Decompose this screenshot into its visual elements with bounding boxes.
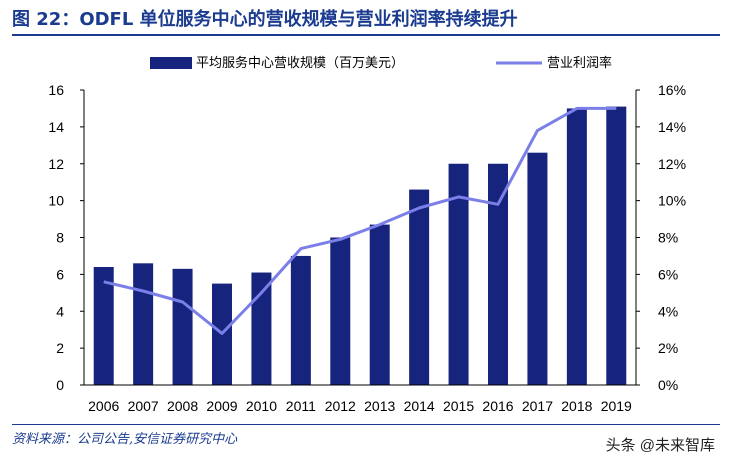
title-rule xyxy=(12,34,720,36)
legend-bar-label: 平均服务中心营收规模（百万美元） xyxy=(196,55,404,70)
left-axis: 0 2 4 6 8 10 12 14 16 xyxy=(48,82,85,393)
left-tick-label: 4 xyxy=(56,303,64,319)
source-rule xyxy=(12,424,720,425)
right-axis: 0% 2% 4% 6% 8% 10% 12% 14% 16% xyxy=(635,82,686,393)
bar xyxy=(251,272,272,385)
right-tick-label: 12% xyxy=(658,156,686,172)
bar xyxy=(606,106,627,385)
x-tick-label: 2018 xyxy=(561,398,592,414)
left-tick-label: 2 xyxy=(56,340,64,356)
bar xyxy=(448,163,469,385)
bar xyxy=(290,255,311,385)
margin-line xyxy=(103,106,617,335)
x-tick-label: 2015 xyxy=(443,398,474,414)
left-tick-label: 14 xyxy=(48,119,64,135)
right-tick-label: 6% xyxy=(658,266,678,282)
watermark: 头条 @未来智库 xyxy=(605,437,715,454)
right-tick-label: 4% xyxy=(658,303,678,319)
left-tick-label: 0 xyxy=(56,377,64,393)
bar xyxy=(330,237,351,385)
right-tick-label: 10% xyxy=(658,193,686,209)
legend-bar-swatch xyxy=(150,57,192,69)
bar xyxy=(369,224,390,385)
x-tick-label: 2019 xyxy=(601,398,632,414)
x-tick-label: 2009 xyxy=(206,398,237,414)
x-tick-label: 2011 xyxy=(286,398,316,414)
left-tick-label: 6 xyxy=(56,266,64,282)
bar xyxy=(409,189,430,385)
bar xyxy=(172,268,193,385)
x-tick-label: 2013 xyxy=(364,398,395,414)
bar xyxy=(488,163,508,385)
right-tick-label: 2% xyxy=(658,340,678,356)
line-series xyxy=(103,106,617,335)
figure-title: 图 22：ODFL 单位服务中心的营收规模与营业利润率持续提升 xyxy=(12,9,518,30)
bar-series xyxy=(93,106,627,385)
left-tick-label: 12 xyxy=(48,156,64,172)
x-tick-label: 2012 xyxy=(325,398,356,414)
left-tick-label: 16 xyxy=(48,82,64,98)
bar xyxy=(527,152,548,385)
right-tick-label: 0% xyxy=(658,377,678,393)
source-note: 资料来源：公司公告,安信证券研究中心 xyxy=(12,432,238,447)
right-tick-label: 16% xyxy=(658,82,686,98)
left-tick-label: 8 xyxy=(56,230,64,246)
x-tick-label: 2016 xyxy=(482,398,513,414)
x-tick-label: 2010 xyxy=(246,398,277,414)
right-tick-label: 8% xyxy=(658,230,678,246)
legend-line-label: 营业利润率 xyxy=(547,55,612,70)
chart: 平均服务中心营收规模（百万美元） 营业利润率 0 2 4 6 8 10 12 14 16 0% 2… xyxy=(48,55,686,414)
x-tick-label: 2008 xyxy=(167,398,198,414)
x-axis: 2006 2007 2008 2009 2010 2011 2012 2013 2014 2015… xyxy=(84,384,636,414)
x-tick-label: 2007 xyxy=(128,398,159,414)
x-tick-label: 2006 xyxy=(88,398,119,414)
x-tick-label: 2017 xyxy=(522,398,553,414)
right-tick-label: 14% xyxy=(658,119,686,135)
legend: 平均服务中心营收规模（百万美元） 营业利润率 xyxy=(150,55,612,70)
bar xyxy=(93,267,114,385)
bar xyxy=(133,263,154,385)
left-tick-label: 10 xyxy=(48,193,64,209)
bar xyxy=(566,108,587,385)
x-tick-label: 2014 xyxy=(404,398,435,414)
